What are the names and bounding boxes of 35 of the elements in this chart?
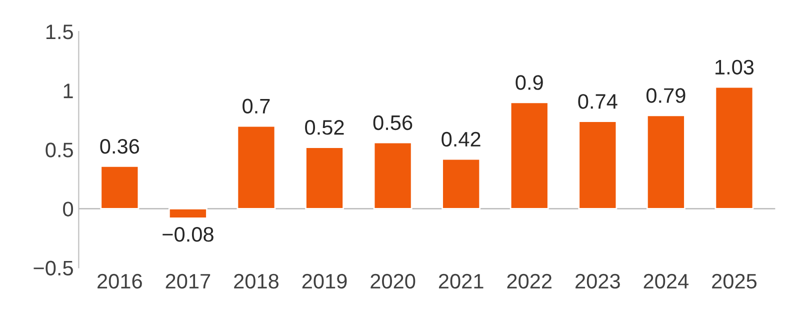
x-tick-label: 2022 [507, 274, 552, 289]
x-tick-label: 2017 [166, 274, 210, 289]
y-tick-label: 1.5 [46, 24, 73, 40]
data-label: 1.03 [716, 60, 754, 75]
data-label: 0.7 [242, 98, 270, 114]
x-tick-label: 2018 [234, 274, 279, 289]
data-label: −0.08 [162, 227, 214, 242]
bar [442, 158, 481, 210]
data-label: 0.52 [305, 120, 344, 135]
x-tick-label: 2023 [576, 274, 620, 289]
bar [578, 120, 618, 210]
x-tick-label: 2019 [302, 274, 347, 289]
data-label: 0.79 [646, 88, 686, 103]
y-tick-label: 1 [64, 84, 73, 98]
x-tick-label: 2024 [644, 274, 689, 289]
bar [373, 142, 412, 210]
bar [646, 114, 686, 210]
data-label: 0.56 [373, 115, 412, 130]
bar [305, 146, 344, 210]
bar [714, 86, 754, 210]
x-tick-label: 2020 [370, 274, 416, 289]
data-label: 0.74 [578, 94, 618, 109]
data-label: 0.9 [516, 75, 543, 90]
bar [510, 102, 549, 210]
x-tick-label: 2025 [712, 274, 757, 289]
x-tick-label: 2021 [438, 274, 484, 289]
bar [168, 208, 208, 219]
bar [236, 125, 276, 210]
y-tick-label: −0.5 [34, 260, 73, 276]
y-tick-label: 0.5 [46, 142, 73, 158]
data-label: 0.42 [442, 132, 480, 147]
x-tick-label: 2016 [98, 274, 142, 289]
bar [100, 165, 140, 210]
data-label: 0.36 [100, 138, 140, 154]
y-tick-label: 0 [63, 202, 74, 216]
